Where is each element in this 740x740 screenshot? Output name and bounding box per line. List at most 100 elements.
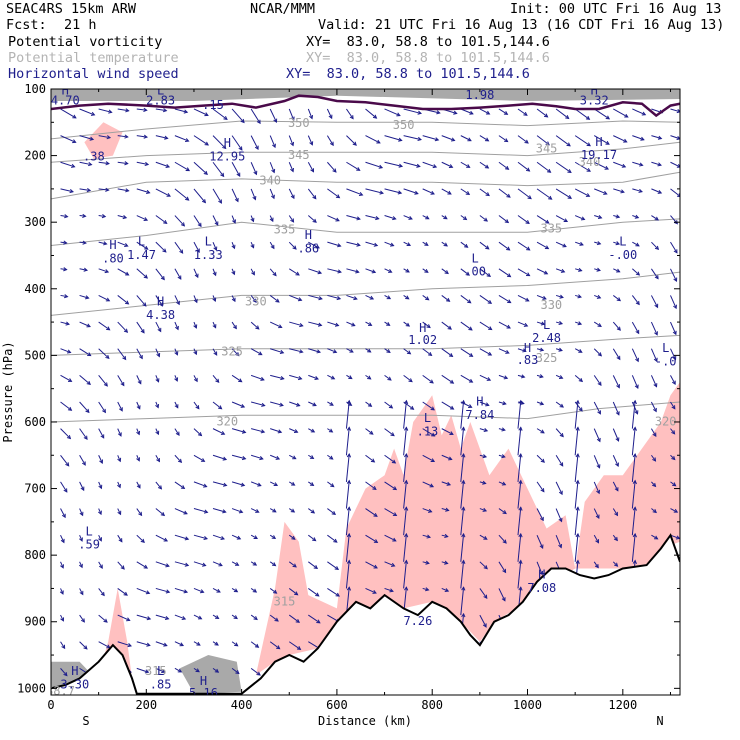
wind-vector-shaft bbox=[327, 481, 335, 487]
wind-vector-shaft bbox=[136, 215, 148, 221]
wind-vector-shaft bbox=[136, 508, 142, 516]
wind-vector bbox=[536, 508, 544, 522]
y-tick-label: 100 bbox=[24, 82, 46, 96]
wind-vector bbox=[517, 559, 523, 589]
wind-vector-shaft bbox=[308, 268, 322, 274]
wind-vector-shaft bbox=[555, 188, 572, 199]
wind-vector-shaft bbox=[422, 481, 434, 488]
wind-vector-head bbox=[334, 322, 340, 327]
wind-vector-shaft bbox=[651, 454, 656, 462]
wind-vector-shaft bbox=[613, 188, 625, 193]
wind-vector-shaft bbox=[79, 321, 91, 328]
wind-vector-head bbox=[124, 134, 129, 139]
wind-vector-shaft bbox=[174, 508, 188, 515]
wind-vector bbox=[460, 241, 469, 248]
wind-vector-head bbox=[408, 215, 413, 220]
wind-vector-head bbox=[275, 455, 281, 460]
wind-vector-head bbox=[671, 455, 676, 461]
wind-vector bbox=[632, 268, 641, 276]
wind-vector-shaft bbox=[117, 401, 123, 412]
wind-vector bbox=[632, 241, 640, 247]
wind-vector bbox=[193, 215, 202, 228]
wind-vector bbox=[384, 374, 392, 381]
wind-vector-shaft bbox=[384, 241, 394, 247]
wind-vector-shaft bbox=[193, 587, 204, 593]
wind-vector-shaft bbox=[288, 241, 297, 250]
wind-vector-head bbox=[104, 269, 110, 274]
wind-vector-shaft bbox=[594, 161, 609, 170]
wind-vector-head bbox=[577, 294, 582, 299]
wind-vector bbox=[441, 533, 449, 539]
wind-vector-head bbox=[406, 350, 412, 355]
wind-vector bbox=[517, 268, 531, 277]
wind-vector-head bbox=[250, 244, 255, 249]
wind-vector bbox=[60, 135, 77, 144]
wind-vector bbox=[288, 108, 295, 122]
wind-vector-shaft bbox=[403, 161, 420, 168]
wind-vector-shaft bbox=[308, 321, 322, 326]
extremum-label: H bbox=[591, 83, 598, 97]
wind-vector-shaft bbox=[555, 534, 562, 548]
wind-vector bbox=[612, 508, 619, 517]
wind-vector-shaft bbox=[384, 534, 397, 542]
wind-vector bbox=[231, 641, 239, 647]
wind-vector-head bbox=[373, 242, 379, 247]
wind-vector bbox=[269, 641, 281, 650]
wind-vector bbox=[365, 374, 372, 380]
wind-vector-shaft bbox=[136, 268, 148, 279]
wind-vector-shaft bbox=[612, 481, 619, 491]
wind-vector-head bbox=[346, 453, 352, 458]
wind-vector-shaft bbox=[345, 400, 350, 429]
wind-vector-head bbox=[122, 214, 128, 220]
wind-vector-head bbox=[558, 375, 564, 380]
wind-vector-shaft bbox=[651, 188, 662, 194]
wind-vector bbox=[98, 294, 111, 302]
wind-vector bbox=[670, 295, 677, 310]
wind-vector-head bbox=[117, 457, 122, 463]
wind-vector-head bbox=[387, 376, 392, 381]
wind-vector-head bbox=[501, 481, 507, 486]
wind-vector-head bbox=[430, 406, 435, 411]
wind-vector bbox=[307, 215, 317, 223]
extremum-label: 7.08 bbox=[527, 581, 556, 595]
wind-vector-head bbox=[523, 322, 529, 327]
wind-vector-shaft bbox=[574, 507, 579, 536]
wind-vector bbox=[327, 161, 337, 173]
wind-vector bbox=[269, 481, 279, 487]
wind-vector bbox=[651, 135, 663, 140]
wind-vector-shaft bbox=[384, 188, 402, 194]
wind-vector bbox=[155, 215, 168, 224]
wind-vector-head bbox=[253, 535, 258, 540]
wind-vector bbox=[117, 508, 122, 516]
wind-vector-head bbox=[337, 243, 342, 248]
wind-vector-head bbox=[615, 214, 621, 219]
wind-vector bbox=[612, 561, 619, 567]
wind-vector-shaft bbox=[670, 295, 677, 309]
wind-vector bbox=[422, 135, 440, 142]
wind-vector bbox=[327, 321, 340, 327]
wind-vector-shaft bbox=[289, 348, 303, 353]
wind-vector-shaft bbox=[594, 188, 607, 195]
wind-vector-head bbox=[291, 481, 296, 486]
wind-vector bbox=[155, 534, 169, 542]
wind-vector-shaft bbox=[441, 587, 449, 592]
wind-vector-head bbox=[138, 354, 143, 360]
wind-vector-shaft bbox=[231, 108, 245, 123]
wind-vector bbox=[193, 667, 200, 673]
wind-vector bbox=[631, 426, 637, 456]
wind-vector-shaft bbox=[498, 534, 507, 544]
wind-vector-head bbox=[367, 348, 372, 353]
wind-vector bbox=[308, 481, 315, 487]
wind-vector bbox=[632, 135, 645, 141]
wind-vector bbox=[632, 214, 640, 219]
y-tick-label: 1000 bbox=[17, 681, 46, 695]
wind-vector-head bbox=[578, 349, 583, 353]
wind-vector bbox=[346, 108, 354, 120]
wind-vector bbox=[136, 428, 141, 436]
wind-vector-shaft bbox=[670, 321, 677, 335]
wind-vector-head bbox=[426, 534, 432, 539]
wind-vector-head bbox=[232, 325, 237, 330]
wind-vector-head bbox=[80, 618, 85, 623]
wind-vector bbox=[555, 161, 572, 174]
wind-vector-shaft bbox=[365, 561, 378, 569]
